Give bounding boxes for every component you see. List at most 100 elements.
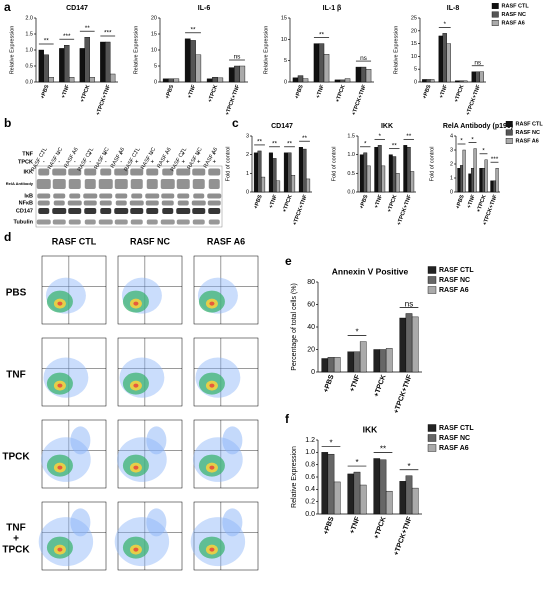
bar [59, 48, 65, 83]
flow-density [222, 426, 243, 455]
blot-sign: + [181, 152, 185, 158]
bar [365, 68, 372, 83]
bar [347, 351, 355, 373]
bar [395, 173, 400, 193]
y-tick-label: 0.5 [25, 63, 33, 69]
legend-swatch [427, 424, 437, 432]
bar [321, 452, 329, 515]
bar [64, 45, 70, 83]
bar [470, 167, 475, 193]
y-axis-label: Relative Expression [263, 26, 269, 75]
blot-band [146, 168, 159, 176]
significance-label: *** [63, 33, 71, 40]
bar [457, 167, 461, 193]
chart-title: IL-6 [198, 5, 211, 12]
flow-density [209, 465, 215, 470]
bar [355, 66, 362, 83]
y-tick-label: 10 [281, 37, 287, 43]
chart-title: Annexin V Positive [332, 266, 409, 276]
y-tick-label: 0.0 [305, 511, 315, 518]
panel-label: a [4, 0, 11, 14]
y-tick-label: 1.5 [347, 133, 355, 139]
bar [426, 79, 431, 83]
significance-label: *** [491, 156, 499, 163]
blot-sign: + [135, 160, 139, 166]
blot-row-label: IκB [24, 193, 33, 199]
bar [359, 341, 367, 373]
significance-label: * [355, 458, 358, 467]
legend-swatch [491, 11, 499, 18]
blot-band [69, 193, 81, 199]
blot-row-label: Tubulin [14, 219, 34, 225]
significance-label: ** [319, 31, 325, 38]
bar [261, 176, 266, 193]
blot-band [114, 208, 129, 214]
blot-treatment-label: TNF [22, 151, 33, 157]
bar [276, 180, 281, 193]
chart-title: IL-1 β [323, 5, 342, 12]
legend-swatch [427, 286, 437, 294]
blot-band [192, 219, 205, 225]
blot-band [84, 219, 96, 225]
bar [405, 313, 413, 373]
blot-sign: + [212, 160, 216, 166]
bar [84, 37, 90, 83]
significance-label: ** [272, 141, 278, 148]
bar [399, 317, 407, 373]
x-tick-label: +PBS [253, 194, 264, 210]
flow-density [209, 301, 215, 306]
y-tick-label: 0 [311, 369, 315, 376]
y-tick-label: 0 [450, 189, 453, 195]
blot-band [52, 168, 67, 176]
flow-row-label: + [13, 534, 19, 545]
significance-label: * [471, 136, 474, 143]
blot-sign: - [89, 160, 91, 166]
flow-plot-frame [117, 255, 183, 325]
bar [410, 171, 415, 193]
bar [360, 66, 367, 83]
flow-density [133, 547, 139, 552]
blot-band [161, 193, 175, 199]
significance-label: ns [405, 300, 413, 309]
bar [184, 38, 191, 83]
significance-label: * [364, 141, 367, 148]
bar [110, 73, 116, 83]
blot-band [53, 193, 66, 199]
y-axis-label: Percentage of total cells (%) [291, 283, 298, 371]
legend-swatch [427, 276, 437, 284]
y-tick-label: 2 [246, 152, 249, 158]
blot-band [114, 168, 129, 176]
blot-band [68, 208, 82, 214]
panel-label: b [4, 116, 11, 130]
blot-band [130, 168, 144, 176]
flow-density [70, 426, 91, 455]
bar [388, 154, 393, 193]
flow-column-label: RASF CTL [52, 236, 97, 246]
y-tick-label: 80 [307, 279, 315, 286]
blot-sign: + [197, 160, 201, 166]
flow-row-label: PBS [6, 288, 27, 299]
legend-label: RASF NC [439, 435, 470, 442]
blot-band [114, 219, 128, 225]
significance-label: ns [360, 55, 368, 62]
bar [438, 35, 443, 83]
blot-band [38, 208, 50, 214]
bar [298, 146, 303, 193]
bar [446, 43, 451, 83]
blot-band [207, 200, 221, 206]
significance-label: * [460, 138, 463, 145]
blot-band [36, 219, 51, 225]
x-tick-label: +TNF [61, 84, 72, 100]
y-tick-label: 0.8 [305, 462, 315, 469]
bar [385, 348, 393, 373]
blot-band [176, 219, 190, 225]
blot-band [161, 200, 174, 206]
flow-row-label: TNF [6, 523, 25, 534]
bar [475, 71, 480, 83]
blot-band [177, 193, 190, 199]
blot-band [38, 168, 50, 176]
flow-density [133, 383, 139, 388]
bar [283, 152, 288, 193]
blot-frame [35, 165, 223, 228]
bar [333, 481, 341, 515]
